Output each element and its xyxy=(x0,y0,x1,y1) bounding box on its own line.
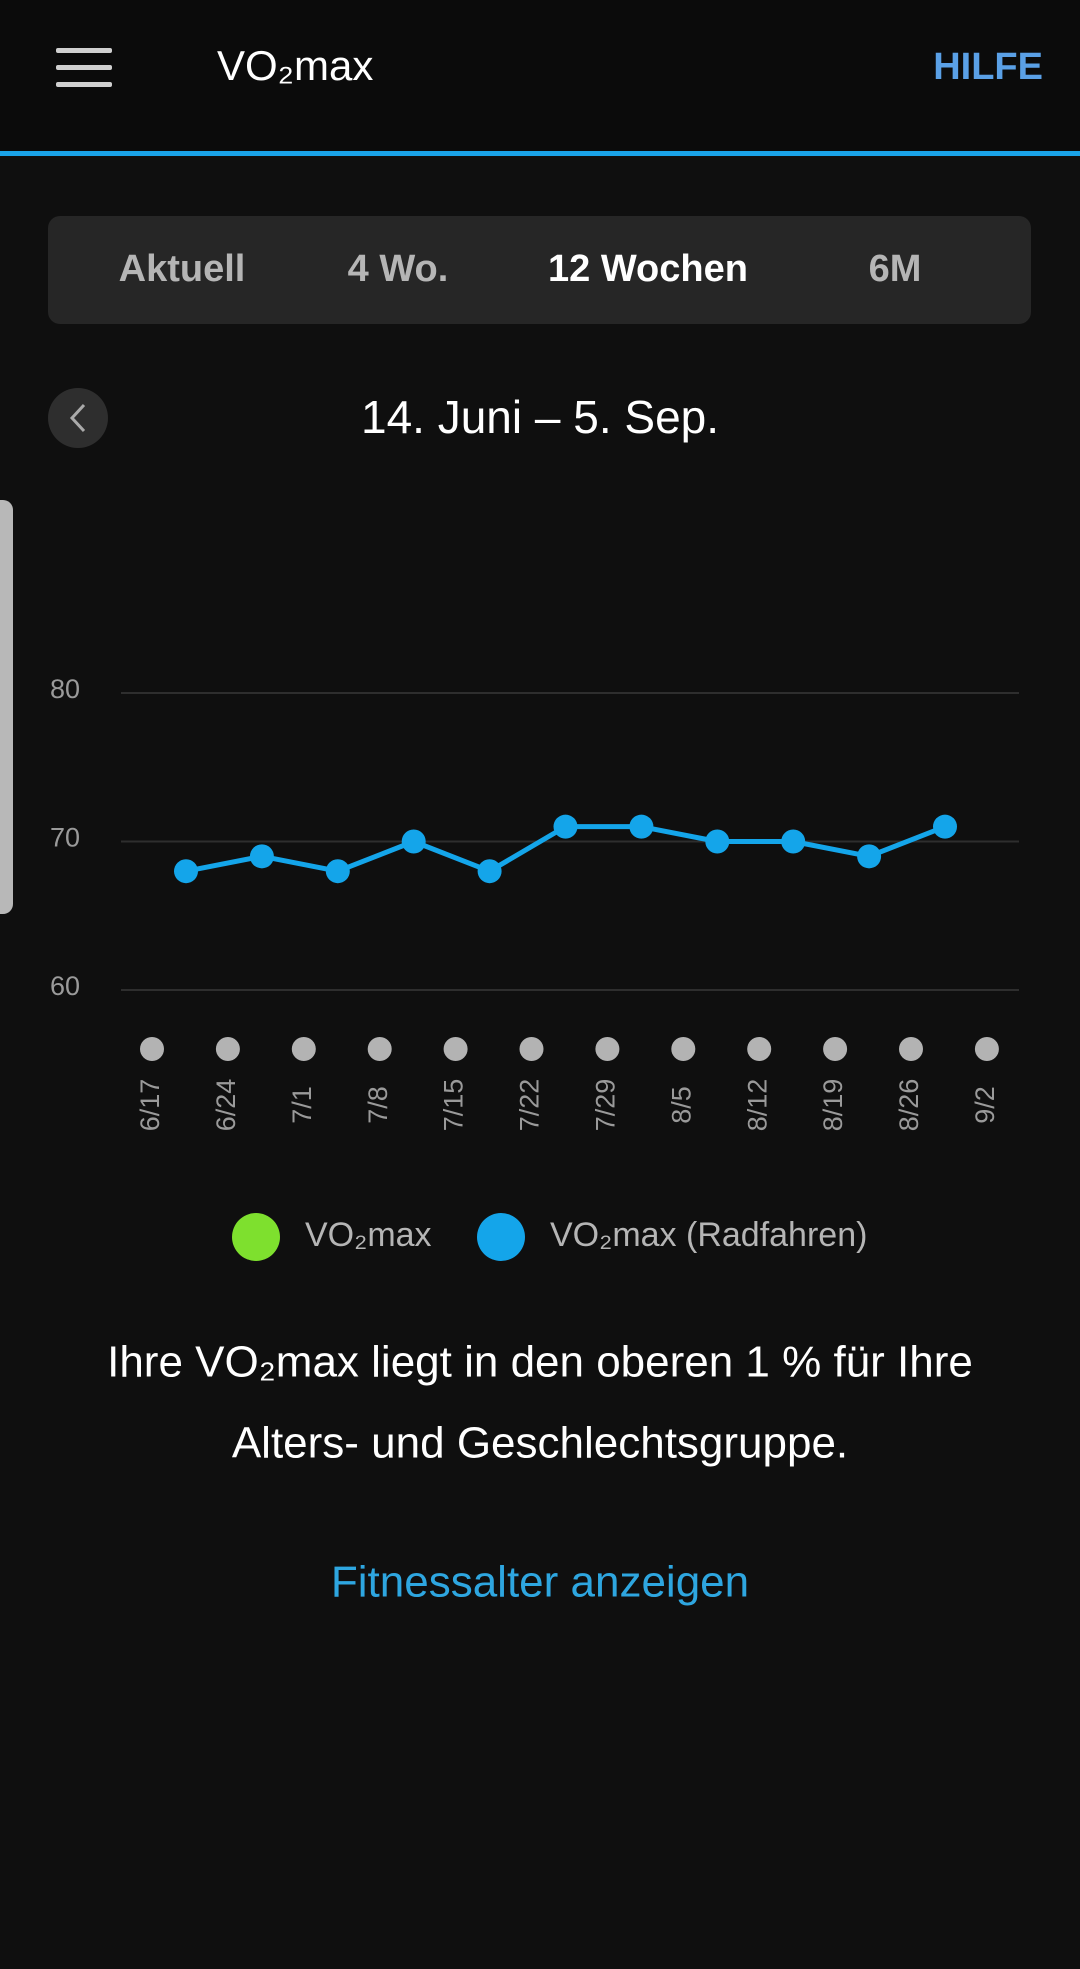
category-dot xyxy=(974,1037,999,1061)
previous-icon xyxy=(69,403,86,433)
data-point xyxy=(857,844,882,869)
y-tick-label: 60 xyxy=(50,971,80,1001)
x-tick-label: 7/29 xyxy=(591,1079,621,1132)
category-dot xyxy=(367,1037,392,1061)
help-button[interactable]: HILFE xyxy=(933,46,1043,88)
data-point xyxy=(401,829,426,854)
category-dot xyxy=(595,1037,620,1061)
x-tick-label: 7/22 xyxy=(515,1079,545,1132)
x-tick-label: 6/17 xyxy=(135,1079,165,1132)
category-dot xyxy=(519,1037,544,1061)
data-point xyxy=(629,814,654,839)
tab[interactable]: 12 Wochen xyxy=(548,248,748,290)
app-bar-divider xyxy=(0,151,1080,156)
message-line: Ihre VO₂max liegt in den oberen 1 % für … xyxy=(107,1338,973,1387)
y-tick-label: 80 xyxy=(50,674,80,704)
tab-bar xyxy=(48,216,1031,324)
x-tick-label: 8/5 xyxy=(666,1086,696,1124)
category-dot xyxy=(215,1037,240,1061)
previous-button[interactable] xyxy=(48,388,108,448)
data-point xyxy=(705,829,730,854)
data-point xyxy=(553,814,578,839)
app-bar xyxy=(0,0,1080,151)
y-tick-label: 70 xyxy=(50,823,80,853)
x-tick-label: 7/8 xyxy=(363,1086,393,1124)
data-point xyxy=(933,814,957,839)
side-handle[interactable] xyxy=(0,500,13,914)
tab[interactable]: 4 Wo. xyxy=(348,248,449,290)
tab[interactable]: 6M xyxy=(869,248,922,290)
x-tick-label: 6/24 xyxy=(211,1079,241,1132)
legend-label: VO₂max xyxy=(305,1216,432,1254)
legend-label: VO₂max (Radfahren) xyxy=(550,1216,867,1254)
x-tick-label: 7/1 xyxy=(287,1086,317,1124)
category-dot xyxy=(291,1037,316,1061)
legend-swatch xyxy=(477,1213,525,1261)
menu-button[interactable] xyxy=(56,48,112,87)
x-tick-label: 8/12 xyxy=(742,1079,772,1132)
category-dot xyxy=(823,1037,848,1061)
legend-swatch xyxy=(232,1213,280,1261)
category-dot xyxy=(671,1037,696,1061)
date-range: 14. Juni – 5. Sep. xyxy=(361,391,719,443)
x-tick-label: 8/19 xyxy=(818,1079,848,1132)
message-line: Alters- und Geschlechtsgruppe. xyxy=(232,1419,848,1468)
category-dot xyxy=(899,1037,923,1061)
x-tick-label: 9/2 xyxy=(970,1086,1000,1124)
data-point xyxy=(477,859,502,884)
category-dot xyxy=(443,1037,468,1061)
x-tick-label: 7/15 xyxy=(439,1079,469,1132)
x-tick-label: 8/26 xyxy=(894,1079,924,1132)
page-title: VO₂max xyxy=(217,42,373,89)
category-dot xyxy=(140,1037,164,1061)
tab[interactable]: Aktuell xyxy=(119,248,246,290)
data-point xyxy=(325,859,350,884)
data-point xyxy=(781,829,806,854)
category-dot xyxy=(747,1037,772,1061)
data-point xyxy=(174,859,198,884)
fitness-age-link[interactable]: Fitnessalter anzeigen xyxy=(331,1558,749,1607)
data-point xyxy=(249,844,274,869)
